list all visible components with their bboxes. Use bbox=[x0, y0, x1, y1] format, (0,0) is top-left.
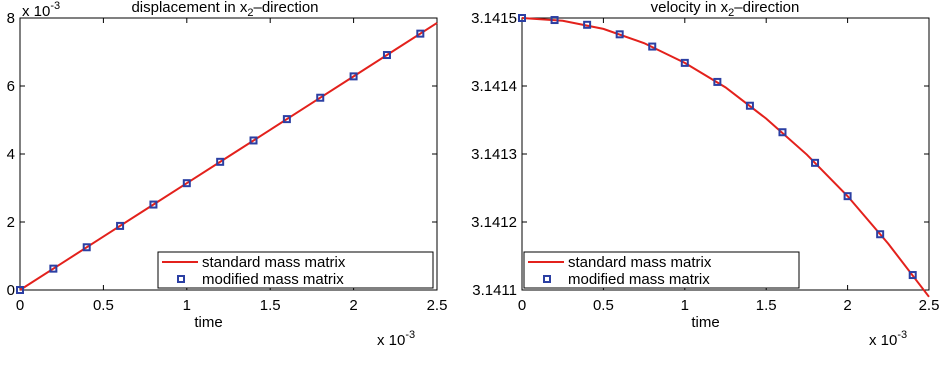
legend bbox=[523, 251, 800, 289]
chart-title-part: 2 bbox=[728, 7, 734, 19]
x-axis-label: time bbox=[194, 314, 222, 331]
marker bbox=[49, 264, 58, 273]
legend-swatch bbox=[543, 275, 551, 283]
marker bbox=[82, 243, 91, 252]
marker bbox=[583, 20, 592, 29]
legend bbox=[157, 251, 434, 289]
y-tick-label: 3.1414 bbox=[471, 78, 517, 95]
marker bbox=[648, 42, 657, 51]
y-tick-label: 3.1412 bbox=[471, 214, 517, 231]
plot-area bbox=[521, 17, 930, 291]
marker bbox=[811, 158, 820, 167]
chart-title: velocity in x2–direction bbox=[651, 0, 800, 19]
chart-title-part: displacement in x bbox=[131, 0, 247, 16]
x-tick-label: 2 bbox=[349, 297, 357, 314]
x-tick-label: 1 bbox=[681, 297, 689, 314]
marker bbox=[713, 77, 722, 86]
y-tick-label: 3.1411 bbox=[472, 282, 517, 299]
marker bbox=[349, 72, 358, 81]
marker bbox=[182, 179, 191, 188]
chart-title: displacement in x2–direction bbox=[131, 0, 318, 19]
x-tick-label: 1.5 bbox=[260, 297, 281, 314]
y-tick-label: 0 bbox=[7, 282, 15, 299]
marker bbox=[550, 16, 559, 25]
x-multiplier-part: x 10 bbox=[377, 332, 405, 349]
marker bbox=[518, 14, 526, 22]
y-tick-label: 4 bbox=[7, 146, 15, 163]
marker bbox=[282, 115, 291, 124]
x-tick-label: 0 bbox=[518, 297, 526, 314]
y-tick-label: 3.1415 bbox=[471, 10, 517, 27]
legend-swatch bbox=[177, 275, 185, 283]
y-multiplier-part: x 10 bbox=[22, 3, 50, 20]
x-multiplier-part: x 10 bbox=[869, 332, 897, 349]
marker bbox=[680, 58, 689, 67]
chart: 0 0.5 1 1.5 2 2.5 3.1411 3.1412 3.1413 3.1414 3.14… bbox=[471, 0, 939, 349]
marker bbox=[216, 157, 225, 166]
y-multiplier: x 10-3 bbox=[22, 0, 60, 20]
x-tick-label: 0.5 bbox=[93, 297, 114, 314]
marker bbox=[116, 221, 125, 230]
marker bbox=[416, 29, 425, 38]
chart-title-part: 2 bbox=[247, 7, 253, 19]
x-tick-label: 2 bbox=[843, 297, 851, 314]
x-multiplier: x 10-3 bbox=[869, 329, 907, 349]
x-tick-label: 2.5 bbox=[919, 297, 940, 314]
x-tick-label: 1 bbox=[183, 297, 191, 314]
x-tick-label: 2.5 bbox=[427, 297, 448, 314]
y-tick-label: 6 bbox=[7, 78, 15, 95]
legend-label: standard mass matrix bbox=[202, 254, 346, 271]
x-multiplier: x 10-3 bbox=[377, 329, 415, 349]
marker bbox=[615, 30, 624, 39]
marker bbox=[778, 128, 787, 137]
x-axis-label: time bbox=[691, 314, 719, 331]
marker bbox=[382, 51, 391, 60]
marker bbox=[249, 136, 258, 145]
marker bbox=[843, 192, 852, 201]
y-multiplier-part: -3 bbox=[50, 0, 60, 12]
marker bbox=[908, 271, 917, 280]
chart-title-part: –direction bbox=[734, 0, 799, 16]
marker bbox=[16, 286, 24, 294]
x-tick-label: 1.5 bbox=[756, 297, 777, 314]
y-tick-label: 8 bbox=[7, 10, 15, 27]
legend-label: modified mass matrix bbox=[568, 271, 710, 288]
x-multiplier-part: -3 bbox=[897, 329, 907, 341]
x-multiplier-part: -3 bbox=[405, 329, 415, 341]
y-tick-label: 3.1413 bbox=[471, 146, 517, 163]
legend-label: modified mass matrix bbox=[202, 271, 344, 288]
y-tick-label: 2 bbox=[7, 214, 15, 231]
chart-title-part: –direction bbox=[253, 0, 318, 16]
x-tick-label: 0 bbox=[16, 297, 24, 314]
chart-title-part: velocity in x bbox=[651, 0, 729, 16]
marker bbox=[149, 200, 158, 209]
legend-label: standard mass matrix bbox=[568, 254, 712, 271]
marker bbox=[876, 230, 885, 239]
marker bbox=[316, 93, 325, 102]
marker bbox=[745, 101, 754, 110]
x-tick-label: 0.5 bbox=[593, 297, 614, 314]
